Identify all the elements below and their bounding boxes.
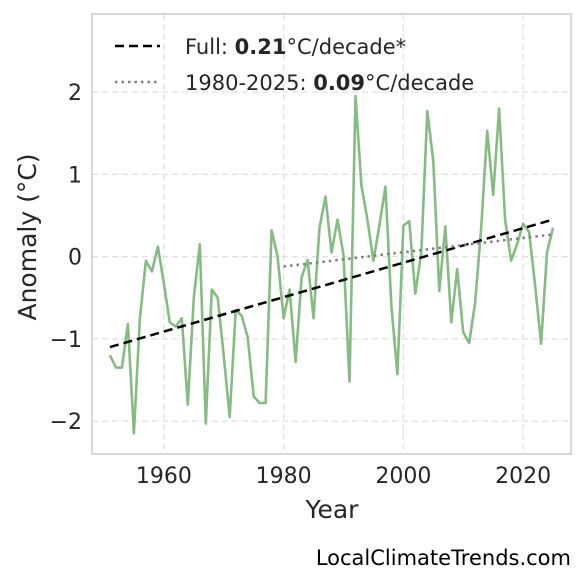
x-tick-label: 2020 [495,464,551,489]
plot-frame [91,13,572,455]
y-tick-label: 0 [68,246,82,271]
trend-line-full [109,218,554,349]
legend-recent-prefix: 1980-2025: [185,71,313,95]
x-axis-title: Year [305,495,360,524]
x-tick-labels: 1960 1980 2000 2020 [136,464,551,489]
y-tick-label: 1 [68,163,82,188]
legend-full-prefix: Full: [185,35,235,59]
watermark: LocalClimateTrends.com [315,546,571,570]
legend: Full: 0.21°C/decade* 1980-2025: 0.09°C/d… [115,35,474,95]
legend-full-suffix: °C/decade* [287,35,407,59]
anomaly-series-line [108,94,555,435]
y-tick-label: 2 [68,81,82,106]
legend-recent-suffix: °C/decade [365,71,474,95]
legend-full-value: 0.21 [235,35,287,59]
series-layer [108,94,555,435]
x-tick-label: 1980 [256,464,312,489]
x-tick-label: 1960 [136,464,192,489]
trend-line-recent [283,233,554,268]
y-axis-title: Anomaly (°C) [13,153,42,320]
x-tick-label: 2000 [375,464,431,489]
y-tick-label: −1 [50,328,82,353]
y-tick-labels: −2 −1 0 1 2 [50,81,82,435]
legend-label-full: Full: 0.21°C/decade* [185,35,406,59]
legend-recent-value: 0.09 [313,71,365,95]
y-tick-label: −2 [50,410,82,435]
trend-lines [109,218,554,349]
legend-label-recent: 1980-2025: 0.09°C/decade [185,71,474,95]
